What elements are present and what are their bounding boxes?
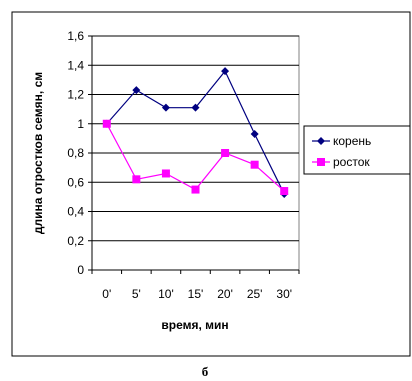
x-tick-label: 10' bbox=[158, 287, 174, 301]
y-tick-label: 0,2 bbox=[67, 234, 84, 248]
x-tick-label: 20' bbox=[217, 287, 233, 301]
y-tick-label: 0 bbox=[77, 263, 84, 277]
y-tick-label: 1 bbox=[77, 117, 84, 131]
data-point-koren bbox=[161, 103, 170, 112]
y-tick-label: 0,8 bbox=[67, 146, 84, 160]
figure-caption: б bbox=[202, 364, 209, 379]
data-point-koren bbox=[221, 67, 230, 76]
x-tick-label: 5' bbox=[132, 287, 141, 301]
data-point-rostok bbox=[221, 149, 230, 157]
legend: корень росток bbox=[303, 125, 411, 175]
y-tick-label: 0,6 bbox=[67, 175, 84, 189]
data-point-rostok bbox=[191, 185, 200, 194]
y-tick-label: 0,4 bbox=[67, 205, 84, 219]
legend-marker-koren bbox=[317, 137, 325, 145]
data-point-koren bbox=[250, 129, 259, 138]
x-tick-label: 25' bbox=[247, 287, 263, 301]
x-axis-title: время, мин bbox=[161, 318, 228, 332]
series-group bbox=[102, 67, 289, 198]
data-point-koren bbox=[191, 103, 200, 112]
legend-label-koren: корень bbox=[333, 134, 371, 148]
x-tick-label: 30' bbox=[276, 287, 292, 301]
data-point-rostok bbox=[250, 160, 259, 169]
x-tick-label: 15' bbox=[188, 287, 204, 301]
tick-labels: 0 0,2 0,4 0,6 0,8 1 1,2 1,4 1,6 0' 5' 10' 15' 20' 25' 3… bbox=[67, 29, 292, 301]
data-point-koren bbox=[132, 86, 141, 95]
x-tick-label: 0' bbox=[102, 287, 111, 301]
legend-marker-rostok bbox=[317, 158, 325, 166]
data-point-rostok bbox=[132, 175, 141, 184]
data-point-rostok bbox=[280, 187, 289, 196]
legend-label-rostok: росток bbox=[333, 155, 370, 169]
data-point-rostok bbox=[161, 169, 170, 178]
y-tick-label: 1,2 bbox=[67, 88, 84, 102]
y-axis-title: длина отростков семян, см bbox=[31, 72, 45, 234]
axes bbox=[88, 35, 300, 274]
data-point-rostok bbox=[102, 119, 111, 128]
y-tick-label: 1,4 bbox=[67, 58, 84, 72]
y-tick-label: 1,6 bbox=[67, 29, 84, 43]
